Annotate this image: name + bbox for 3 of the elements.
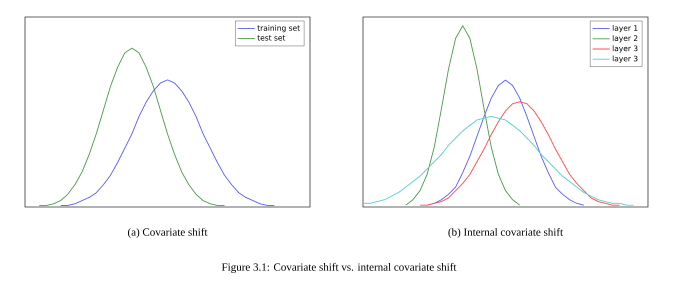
caption: Figure 3.1: Covariate shift vs. internal covariate shift xyxy=(222,262,456,274)
text: (b) Internal covariate shift xyxy=(448,228,564,238)
text: (a) Covariate shift xyxy=(128,228,208,238)
